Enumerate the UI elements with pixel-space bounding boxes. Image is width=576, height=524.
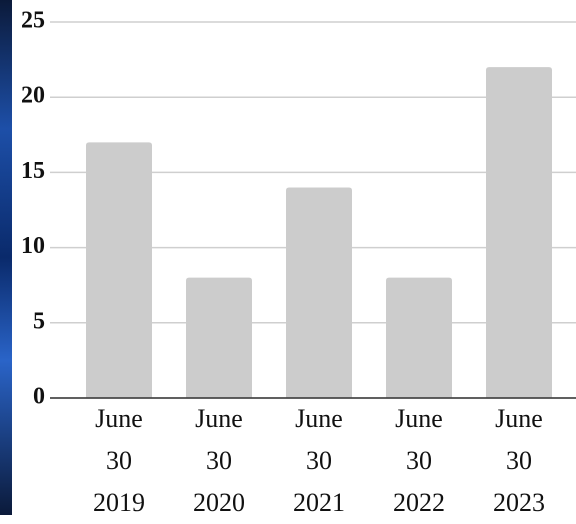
y-tick-label: 10 xyxy=(21,233,45,259)
x-tick-label: June 30 2022 xyxy=(393,404,445,517)
x-tick-label: June 30 2021 xyxy=(293,404,345,517)
x-tick-label: June 30 2019 xyxy=(93,404,145,517)
background-strip xyxy=(0,0,12,515)
bar xyxy=(286,187,352,398)
bar xyxy=(486,67,552,399)
x-tick-label: June 30 2020 xyxy=(193,404,245,517)
y-tick-label: 15 xyxy=(21,158,45,184)
y-tick-label: 25 xyxy=(21,8,45,34)
x-tick-label: June 30 2023 xyxy=(493,404,545,517)
y-tick-label: 0 xyxy=(33,384,45,410)
bar xyxy=(386,277,452,398)
y-tick-label: 20 xyxy=(21,83,45,109)
y-tick-label: 5 xyxy=(33,308,45,334)
bar xyxy=(186,277,252,398)
bar xyxy=(86,142,152,398)
